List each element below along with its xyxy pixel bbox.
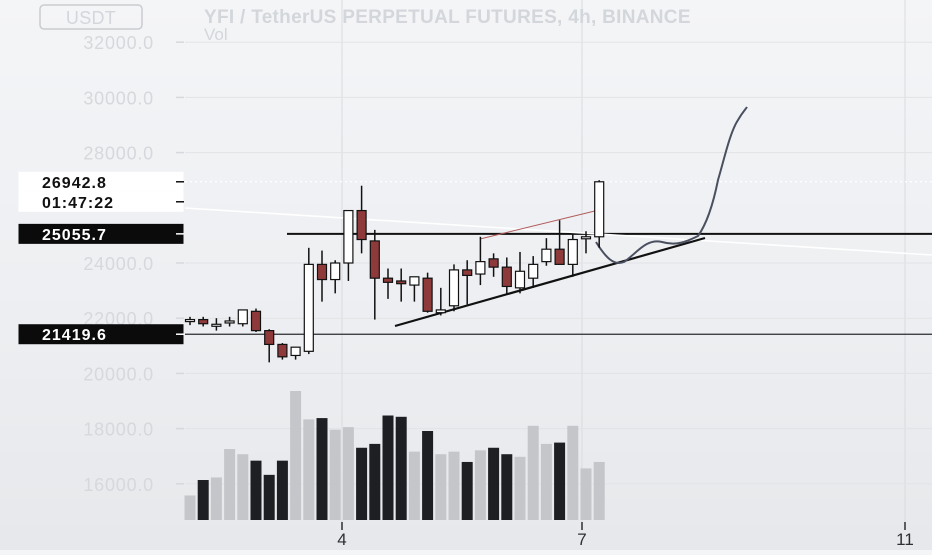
y-tick-label: 28000.0 xyxy=(83,144,154,164)
countdown-tag: 01:47:22 xyxy=(18,191,184,212)
candle-bearish xyxy=(396,280,407,285)
candle-bullish xyxy=(409,276,420,286)
volume-bar xyxy=(514,456,526,520)
x-tick-label: 11 xyxy=(896,530,914,549)
candle-bearish xyxy=(422,277,433,312)
level-lower-tag: 21419.6 xyxy=(18,324,184,345)
volume-bar xyxy=(501,454,513,520)
volume-bar xyxy=(554,442,566,520)
volume-bar xyxy=(210,477,222,520)
volume-bar xyxy=(329,429,341,520)
volume-bar xyxy=(356,447,368,520)
y-tick-label: 18000.0 xyxy=(83,420,154,440)
volume-bar xyxy=(422,430,434,520)
candle-bearish xyxy=(488,258,499,268)
volume-bar xyxy=(527,425,539,520)
candle-bullish xyxy=(448,269,460,307)
level-upper-tag: 25055.7 xyxy=(18,223,184,244)
volume-bar xyxy=(184,495,196,520)
volume-bar xyxy=(250,460,262,520)
candle-bearish xyxy=(462,269,473,277)
candle-bullish xyxy=(303,263,314,352)
volume-bar xyxy=(474,450,486,520)
currency-button[interactable]: USDT xyxy=(39,4,143,30)
volume-bar xyxy=(580,468,592,520)
volume-bar xyxy=(567,425,579,520)
volume-bar xyxy=(316,418,328,520)
y-axis: 32000.0 30000.0 28000.0 24000.0 22000.0 20000… xyxy=(83,33,184,495)
price-tags: 26942.8 01:47:22 25055.7 21419.6 xyxy=(18,171,184,345)
ascending-trendline[interactable] xyxy=(394,236,706,328)
candle-bullish xyxy=(594,181,605,238)
candle-bullish xyxy=(237,309,248,325)
countdown-tag-text: 01:47:22 xyxy=(42,195,114,212)
candle-bullish xyxy=(211,323,222,327)
descending-trendline[interactable] xyxy=(184,207,932,256)
candle-bullish xyxy=(567,238,578,265)
x-axis: 4 7 11 xyxy=(337,522,914,549)
x-tick-label: 7 xyxy=(577,530,586,549)
candle-bearish xyxy=(277,343,288,358)
volume-bar xyxy=(435,454,447,520)
volume-bar xyxy=(382,415,394,520)
volume-bar xyxy=(488,447,500,520)
y-tick-label: 32000.0 xyxy=(83,33,154,53)
candle-bearish xyxy=(369,240,380,279)
volume-bar xyxy=(303,419,315,520)
candle-bullish xyxy=(184,318,196,323)
candles xyxy=(184,180,605,363)
volume-bar xyxy=(369,443,381,520)
candle-bearish xyxy=(356,209,367,241)
drawing-lines[interactable] xyxy=(184,106,932,335)
volume-bar xyxy=(263,474,275,520)
candle-bullish xyxy=(475,261,486,275)
candle-bullish xyxy=(514,270,526,289)
projection-path[interactable] xyxy=(595,106,748,264)
candle-bearish xyxy=(501,266,512,288)
pink-trendline[interactable] xyxy=(479,208,604,240)
y-tick-label: 20000.0 xyxy=(83,364,154,384)
candle-bearish xyxy=(316,263,328,281)
candle-bearish xyxy=(382,277,394,283)
volume-bar xyxy=(540,443,552,520)
candle-bullish xyxy=(580,236,592,240)
volume-bar xyxy=(290,391,302,520)
candle-bullish xyxy=(541,248,552,263)
candle-bullish xyxy=(330,262,341,281)
current-price-tag-text: 26942.8 xyxy=(42,175,107,192)
volume-bars xyxy=(184,391,605,520)
volume-bar xyxy=(395,416,407,520)
volume-bar xyxy=(197,480,209,520)
volume-bar xyxy=(448,451,460,520)
level-upper-tag-text: 25055.7 xyxy=(42,227,107,244)
chart-title: YFI / TetherUS PERPETUAL FUTURES, 4h, BI… xyxy=(204,7,691,28)
level-lower-tag-text: 21419.6 xyxy=(42,327,107,344)
volume-bar xyxy=(237,454,249,520)
y-tick-label: 16000.0 xyxy=(83,475,154,495)
candle-bullish xyxy=(224,320,235,324)
candle-bullish xyxy=(435,309,446,314)
candle-bearish xyxy=(198,318,209,325)
volume-bar xyxy=(408,451,420,520)
current-price-tag: 26942.8 xyxy=(18,171,184,192)
y-tick-label: 30000.0 xyxy=(83,88,154,108)
volume-bar xyxy=(461,461,473,520)
y-tick-label: 24000.0 xyxy=(83,254,154,274)
currency-button-label: USDT xyxy=(66,8,116,28)
volume-bar xyxy=(224,449,236,520)
volume-bar xyxy=(276,460,288,520)
candle-bearish xyxy=(554,248,565,265)
candle-bearish xyxy=(264,330,275,346)
volume-label: Vol xyxy=(204,25,228,44)
volume-bar xyxy=(342,427,354,520)
y-tick-label: 22000.0 xyxy=(83,309,154,329)
candle-bullish xyxy=(343,209,354,264)
volume-bar xyxy=(593,461,605,520)
candle-bullish xyxy=(528,263,539,279)
candle-bearish xyxy=(250,310,262,332)
candle-bullish xyxy=(290,346,301,357)
x-tick-label: 4 xyxy=(337,530,346,549)
